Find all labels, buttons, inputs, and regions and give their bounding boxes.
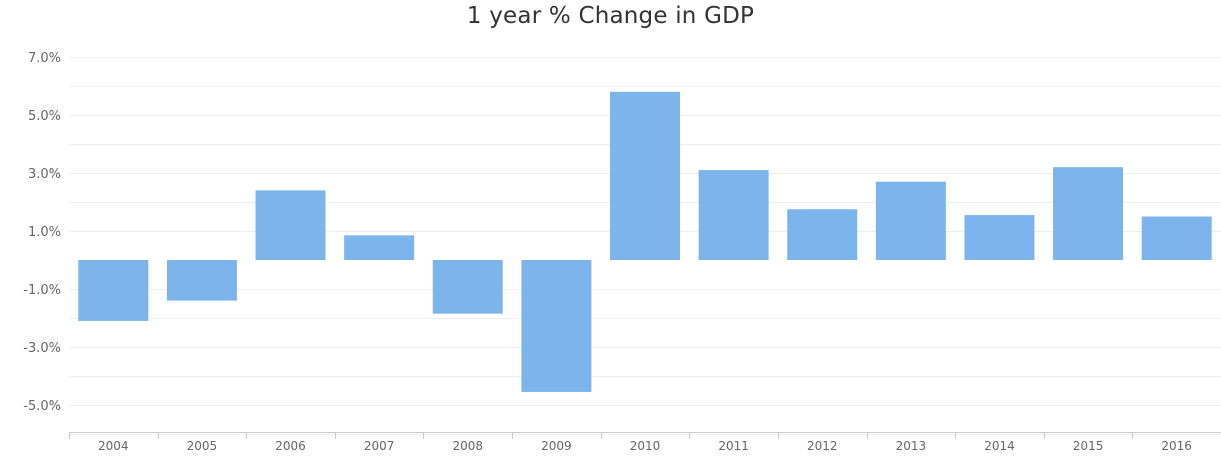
x-tick-label: 2005 xyxy=(187,439,218,453)
y-axis-tick-labels: 7.0% 5.0% 3.0% 1.0% -1.0% -3.0% -5.0% xyxy=(23,51,61,414)
x-tick-label: 2015 xyxy=(1073,439,1104,453)
x-tick-label: 2008 xyxy=(452,439,483,453)
bar-2014[interactable] xyxy=(964,215,1035,260)
y-tick-label: -5.0% xyxy=(23,399,61,414)
bars xyxy=(78,91,1212,392)
bar-2016[interactable] xyxy=(1141,216,1212,261)
x-tick-label: 2010 xyxy=(630,439,661,453)
x-tick-label: 2014 xyxy=(984,439,1015,453)
bar-2010[interactable] xyxy=(609,91,681,260)
x-tick-label: 2007 xyxy=(364,439,395,453)
bar-2006[interactable] xyxy=(255,190,326,260)
bar-2008[interactable] xyxy=(432,260,503,314)
bar-2009[interactable] xyxy=(521,260,592,392)
y-tick-label: 1.0% xyxy=(28,225,61,240)
bar-2011[interactable] xyxy=(698,170,769,260)
x-tick-label: 2006 xyxy=(275,439,306,453)
bar-2012[interactable] xyxy=(787,209,858,260)
x-axis: 2004 2005 2006 2007 2008 2009 2010 2011 2012 2013… xyxy=(69,432,1221,453)
y-tick-label: -1.0% xyxy=(23,283,61,298)
x-tick-label: 2013 xyxy=(896,439,927,453)
x-tick-label: 2009 xyxy=(541,439,572,453)
bar-2007[interactable] xyxy=(344,235,415,260)
x-tick-label: 2016 xyxy=(1161,439,1192,453)
y-tick-label: 5.0% xyxy=(28,109,61,124)
x-tick-label: 2012 xyxy=(807,439,838,453)
x-tick-label: 2011 xyxy=(718,439,749,453)
y-tick-label: 7.0% xyxy=(28,51,61,66)
y-tick-label: 3.0% xyxy=(28,167,61,182)
chart-title: 1 year % Change in GDP xyxy=(466,3,755,29)
y-tick-label: -3.0% xyxy=(23,341,61,356)
bar-2015[interactable] xyxy=(1053,167,1124,260)
x-tick-label: 2004 xyxy=(98,439,129,453)
bar-2013[interactable] xyxy=(875,181,946,260)
bar-2005[interactable] xyxy=(166,260,237,301)
bar-2004[interactable] xyxy=(78,260,149,321)
